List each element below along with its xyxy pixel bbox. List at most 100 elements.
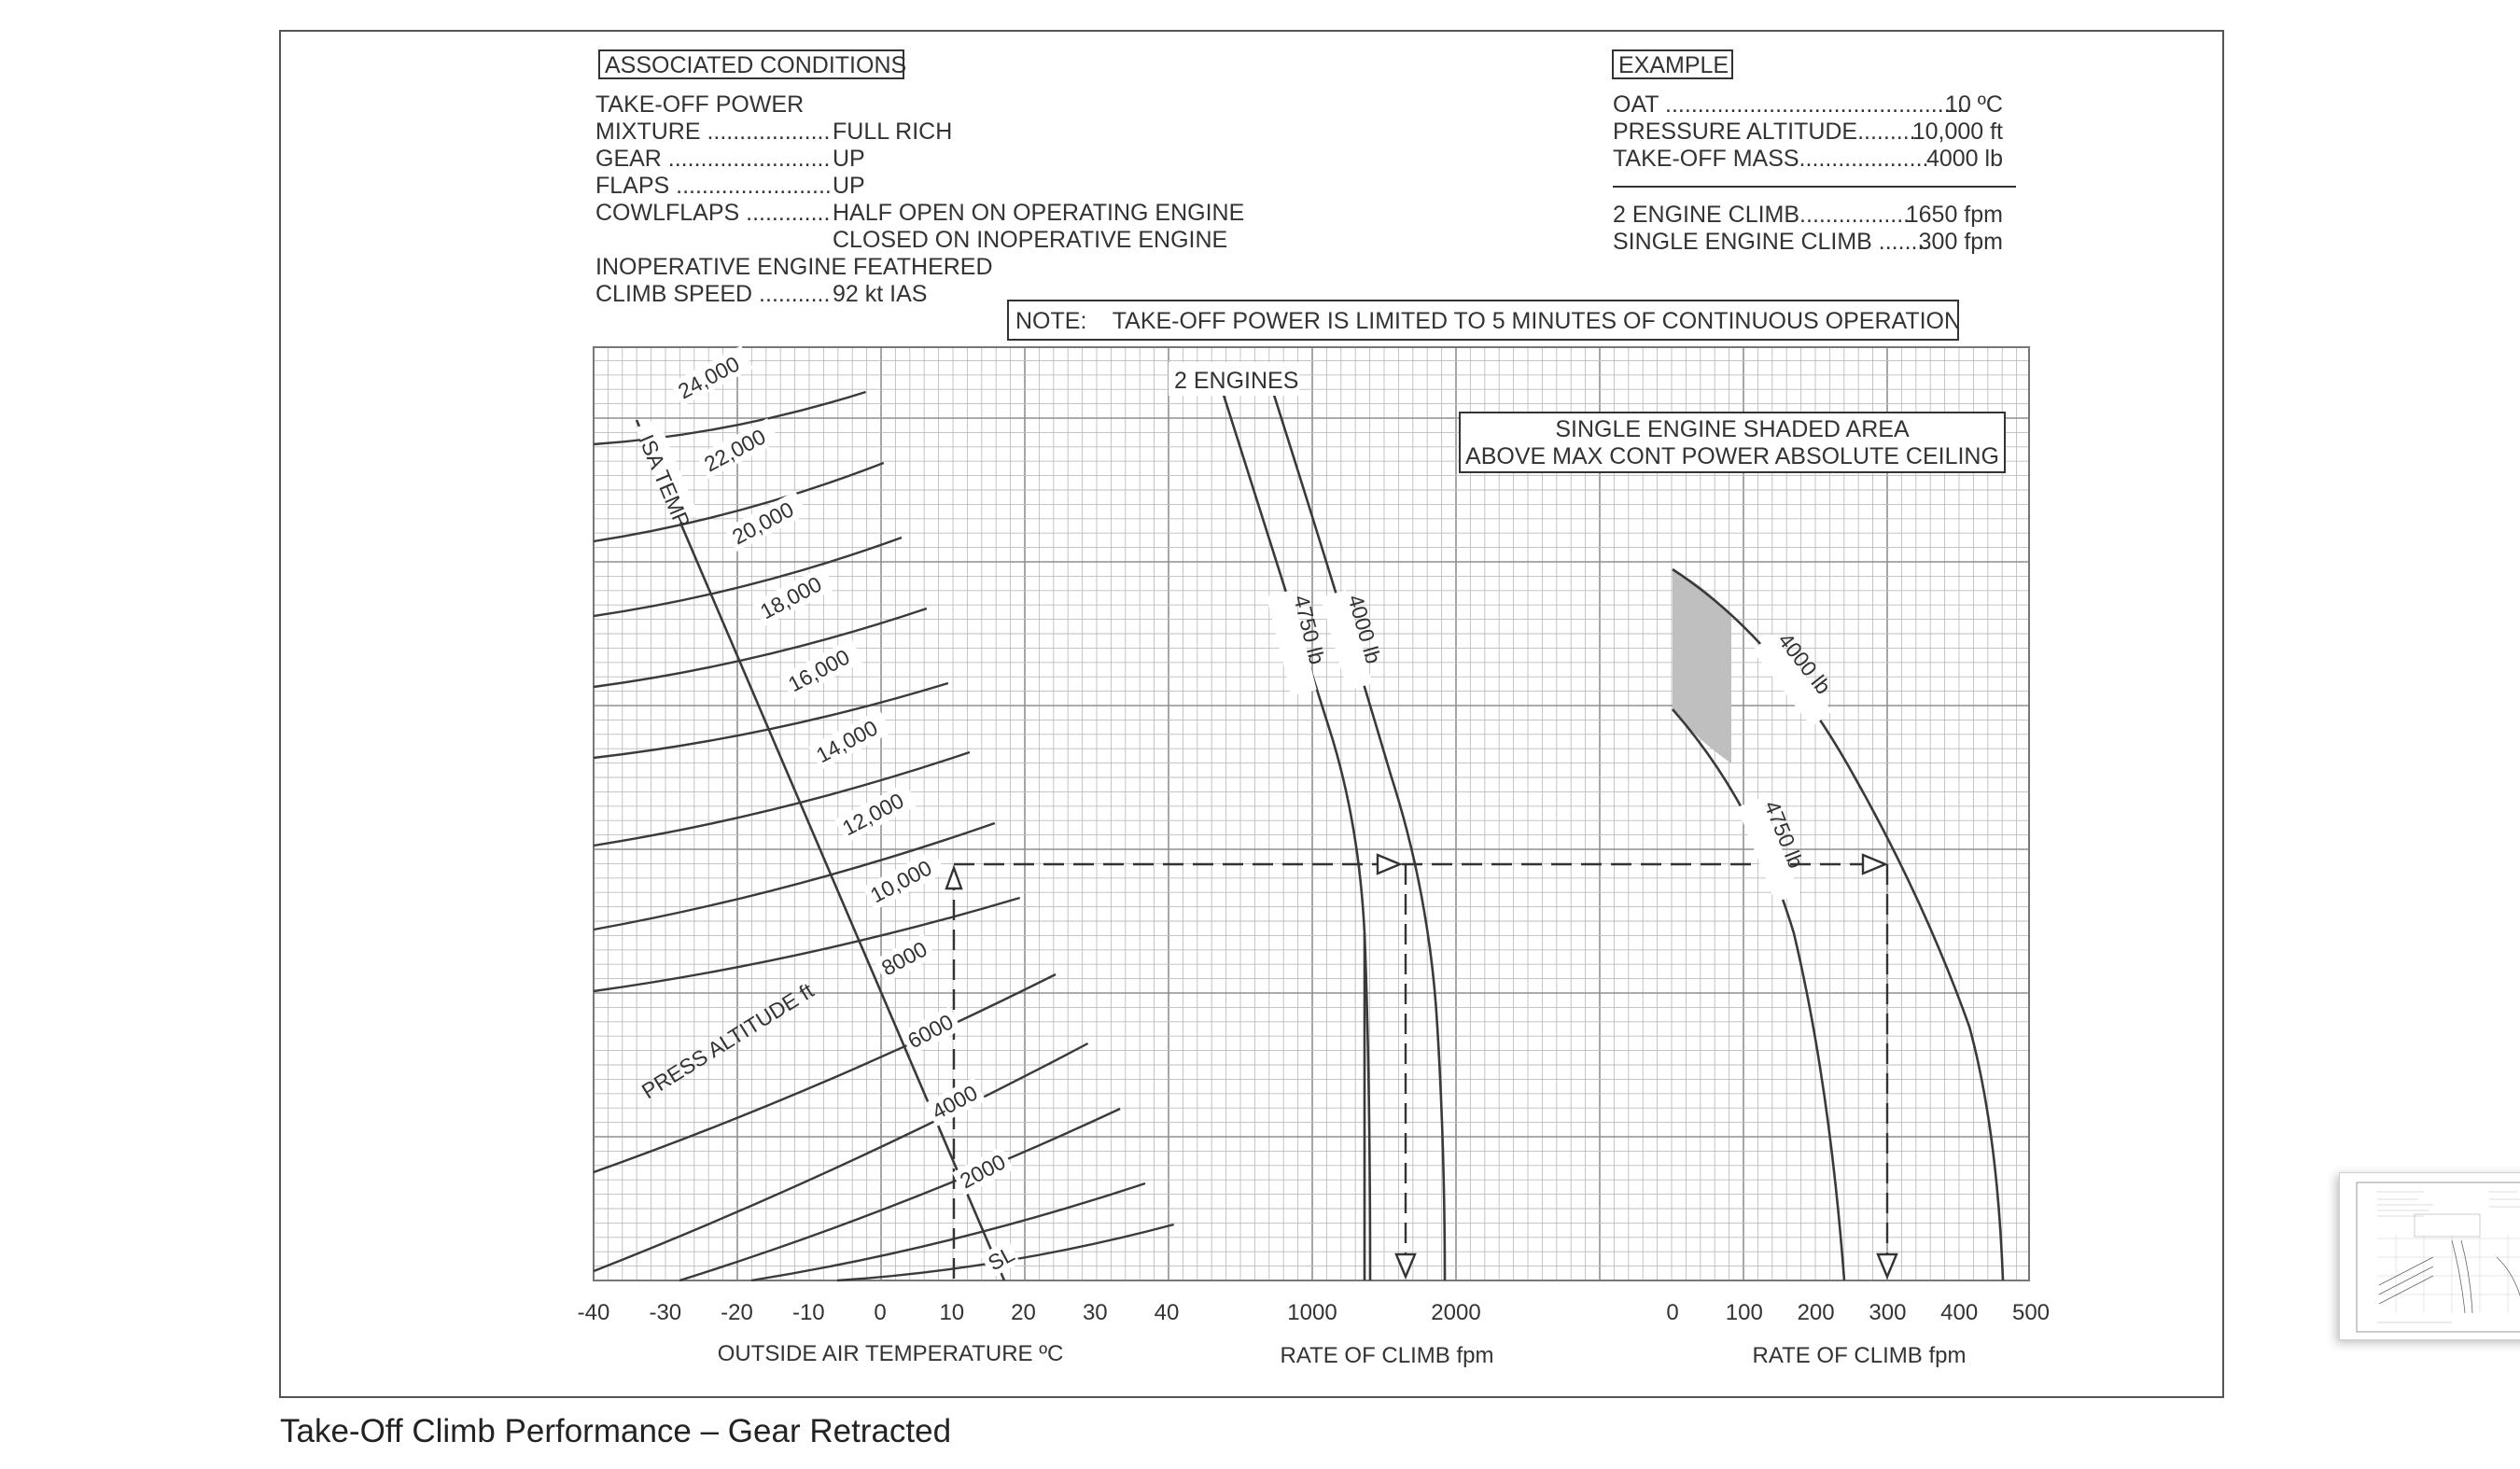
x-tick-label-single-engine: 500 xyxy=(2012,1300,2050,1325)
example-value: 10,000 ft xyxy=(1912,119,2003,145)
altitude-label-bg xyxy=(874,933,936,984)
pressure-altitude-line xyxy=(593,750,971,847)
example-list: OAT ....................................… xyxy=(1613,91,2003,255)
example-value: 300 fpm xyxy=(1919,229,2003,255)
condition-value: 92 kt IAS xyxy=(833,281,927,307)
x-tick-label-two-engine: 2000 xyxy=(1431,1300,1480,1325)
example-label: OAT ....................................… xyxy=(1613,91,1969,118)
page-thumbnail[interactable] xyxy=(2339,1172,2520,1340)
x-axis-title-oat: OUTSIDE AIR TEMPERATURE ºC xyxy=(718,1341,1064,1366)
x-tick-label-oat: -30 xyxy=(649,1300,681,1325)
x-tick-label-oat: 30 xyxy=(1083,1300,1108,1325)
pressure-altitude-line xyxy=(593,821,996,931)
example-value: 1650 fpm xyxy=(1906,202,2003,228)
altitude-label-bg xyxy=(670,345,754,407)
arrow-right-icon xyxy=(1376,853,1404,875)
grid-border xyxy=(593,346,2030,1281)
altitude-label-bg xyxy=(900,1006,962,1056)
example-box xyxy=(1612,49,1733,79)
altitude-label-bg xyxy=(834,782,918,844)
two-engine-4000lb-curve xyxy=(1271,391,1447,1281)
pressure-altitude-line xyxy=(679,1107,1121,1282)
series-label-bg xyxy=(1320,590,1373,691)
altitude-label-bg xyxy=(752,566,836,627)
single-engine-box-line1: SINGLE ENGINE SHADED AREA xyxy=(1555,416,1910,442)
note-box xyxy=(1007,300,1959,341)
arrow-down-icon xyxy=(1876,1252,1898,1280)
pressure-altitude-line xyxy=(593,681,949,760)
altitude-label-bg xyxy=(980,1239,1021,1279)
condition-value: HALF OPEN ON OPERATING ENGINE xyxy=(833,200,1244,226)
example-value: 4000 lb xyxy=(1926,146,2003,172)
x-tick-label-oat: -10 xyxy=(792,1300,825,1325)
example-label: SINGLE ENGINE CLIMB ....... xyxy=(1613,229,1924,255)
thumbnail-preview-icon xyxy=(2356,1182,2520,1333)
pressure-altitude-line xyxy=(593,972,1057,1174)
arrow-up-icon xyxy=(945,864,963,890)
example-value: 10 ºC xyxy=(1945,91,2003,118)
condition-value: FULL RICH xyxy=(833,119,952,145)
condition-label: CLIMB SPEED ........... xyxy=(595,281,830,307)
series-label-bg xyxy=(1752,634,1833,727)
altitude-label-bg xyxy=(862,849,946,911)
condition-value: CLOSED ON INOPERATIVE ENGINE xyxy=(833,227,1227,253)
example-label: PRESSURE ALTITUDE......... xyxy=(1613,119,1916,145)
pressure-altitude-line xyxy=(593,1042,1089,1273)
condition-label: TAKE-OFF POWER xyxy=(595,91,804,118)
single-engine-shaded-area xyxy=(1673,569,1731,763)
figure-caption: Take-Off Climb Performance – Gear Retrac… xyxy=(280,1413,952,1449)
x-tick-label-two-engine: 1000 xyxy=(1287,1300,1337,1325)
associated-conditions-title: ASSOCIATED CONDITIONS xyxy=(605,52,906,78)
associated-conditions-box xyxy=(598,49,904,79)
altitude-label-bg xyxy=(924,1077,987,1127)
x-tick-label-oat: -20 xyxy=(721,1300,753,1325)
pressure-altitude-line xyxy=(593,536,903,618)
x-axis-title-two-engine: RATE OF CLIMB fpm xyxy=(1281,1343,1494,1368)
axis-labels: -40 -30 -20 -10 0 10 20 30 40 1000 2000 0 100 200 300 4… xyxy=(578,1300,2050,1368)
pressure-altitude-line xyxy=(593,896,1021,993)
two-engines-label-bg xyxy=(1169,362,1299,396)
condition-value: UP xyxy=(833,173,865,199)
altitude-label-bg xyxy=(696,418,780,480)
altitude-label-bg xyxy=(952,1146,1015,1196)
series-label-bg xyxy=(1737,797,1800,903)
isa-label-bg xyxy=(635,418,699,525)
example-label: TAKE-OFF MASS.................... xyxy=(1613,146,1928,172)
pressure-altitude-line xyxy=(593,390,866,446)
x-tick-label-single-engine: 0 xyxy=(1666,1300,1678,1325)
example-arrows xyxy=(945,853,1898,1280)
isa-temp-line xyxy=(635,419,1006,1281)
two-engine-4750lb-curve xyxy=(1221,391,1372,1281)
series-label-bg xyxy=(1266,590,1317,696)
two-engines-label: 2 ENGINES xyxy=(1174,368,1298,394)
x-tick-label-single-engine: 100 xyxy=(1726,1300,1763,1325)
condition-label: MIXTURE ................... xyxy=(595,119,830,145)
example-label: 2 ENGINE CLIMB................. xyxy=(1613,202,1910,228)
arrow-down-icon xyxy=(1394,1252,1417,1280)
x-tick-label-oat: 40 xyxy=(1155,1300,1180,1325)
altitude-label-bg xyxy=(808,709,892,771)
pressure-altitude-line xyxy=(593,461,885,543)
x-tick-label-single-engine: 300 xyxy=(1869,1300,1906,1325)
single-engine-box xyxy=(1459,412,2006,473)
pressure-altitude-line xyxy=(750,1182,1146,1282)
x-tick-label-oat: 20 xyxy=(1011,1300,1036,1325)
example-path xyxy=(952,862,1889,1279)
altitude-label-bg xyxy=(780,638,864,700)
x-axis-title-single-engine: RATE OF CLIMB fpm xyxy=(1753,1343,1967,1368)
x-tick-label-oat: -40 xyxy=(578,1300,610,1325)
condition-label: GEAR ......................... xyxy=(595,146,830,172)
condition-label: COWLFLAPS ............. xyxy=(595,200,830,226)
x-tick-label-single-engine: 400 xyxy=(1940,1300,1978,1325)
single-engine-box-line2: ABOVE MAX CONT POWER ABSOLUTE CEILING xyxy=(1465,443,1999,469)
condition-label: INOPERATIVE ENGINE FEATHERED xyxy=(595,254,993,280)
condition-label: FLAPS ........................ xyxy=(595,173,832,199)
note-text: NOTE: TAKE-OFF POWER IS LIMITED TO 5 MIN… xyxy=(1015,308,1961,334)
arrow-right-icon xyxy=(1861,853,1889,875)
pressure-altitude-line xyxy=(593,607,928,689)
x-tick-label-single-engine: 200 xyxy=(1798,1300,1835,1325)
chart-curves xyxy=(593,390,2005,1282)
x-tick-label-oat: 0 xyxy=(874,1300,886,1325)
